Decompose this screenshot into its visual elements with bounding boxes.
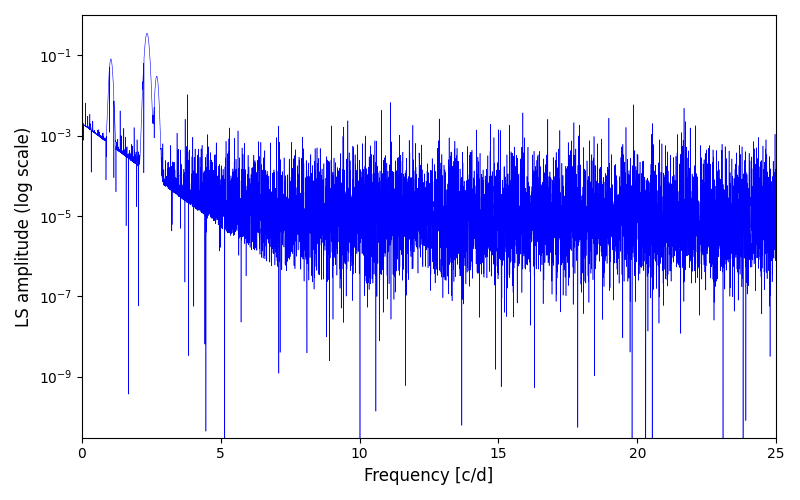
Y-axis label: LS amplitude (log scale): LS amplitude (log scale) [15, 126, 33, 326]
X-axis label: Frequency [c/d]: Frequency [c/d] [364, 467, 494, 485]
